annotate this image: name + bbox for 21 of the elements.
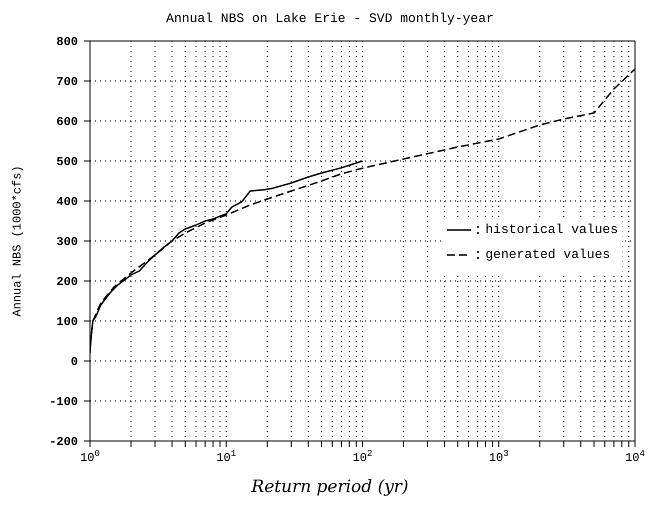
x-tick-label: 10$^{4}$	[625, 449, 645, 465]
legend-label: generated values	[485, 247, 610, 262]
y-tick-label: 400	[56, 195, 78, 209]
y-tick-label: -200	[49, 435, 78, 449]
y-tick-label: 600	[56, 115, 78, 129]
y-tick-label: 700	[56, 75, 78, 89]
y-axis-title: Annual NBS (1000*cfs)	[10, 165, 24, 317]
x-axis-title: Return period (yr)	[250, 477, 410, 497]
y-tick-label: -100	[49, 395, 78, 409]
x-tick-label: 10$^{0}$	[80, 449, 100, 465]
y-tick-label: 100	[56, 315, 78, 329]
y-tick-label: 0	[70, 355, 78, 369]
x-tick-label: 10$^{3}$	[488, 449, 509, 465]
x-tick-label: 10$^{2}$	[352, 449, 372, 465]
y-tick-label: 800	[56, 35, 78, 49]
legend-label: historical values	[485, 222, 618, 237]
y-tick-label: 200	[56, 275, 78, 289]
chart-title: Annual NBS on Lake Erie - SVD monthly-year	[165, 10, 495, 28]
y-tick-label: 300	[56, 235, 78, 249]
x-tick-label: 10$^{1}$	[216, 449, 236, 465]
y-tick-label: 500	[56, 155, 78, 169]
